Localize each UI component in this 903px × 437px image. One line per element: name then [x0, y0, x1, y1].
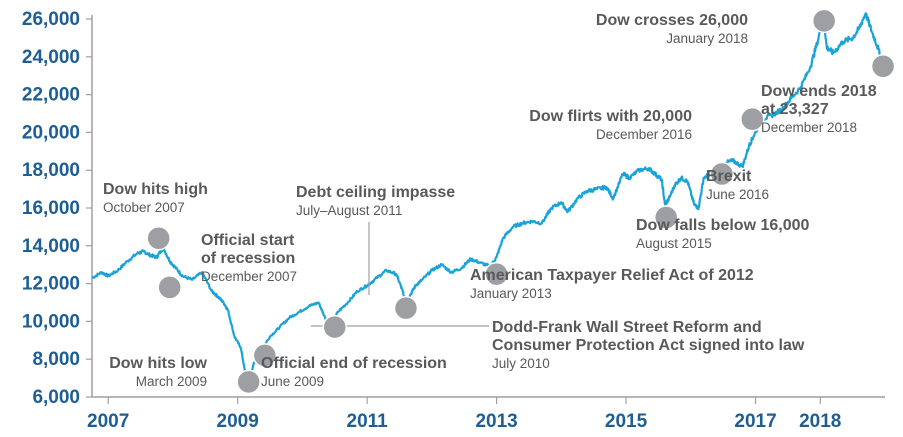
annotation-title: Dow hits high — [103, 181, 208, 198]
event-marker — [709, 161, 735, 187]
event-marker — [322, 314, 348, 340]
annotation-title: Dow ends 2018 — [761, 83, 877, 100]
annotation-title: Consumer Protection Act signed into law — [492, 337, 805, 354]
annotation-date: June 2016 — [706, 187, 769, 202]
annotation-title: Dodd-Frank Wall Street Reform and — [492, 319, 762, 336]
annotation-date: December 2016 — [596, 127, 692, 142]
y-tick-label: 20,000 — [22, 122, 80, 143]
event-marker — [393, 295, 419, 321]
x-tick-label: 2009 — [217, 411, 259, 432]
annotation-title: Dow falls below 16,000 — [636, 217, 810, 234]
annotation-title: of recession — [201, 250, 295, 267]
annotation-title: at 23,327 — [761, 101, 829, 118]
annotation-title: American Taxpayer Relief Act of 2012 — [470, 267, 754, 284]
annotation-date: August 2015 — [636, 236, 712, 251]
event-marker — [870, 54, 896, 79]
x-tick-label: 2017 — [734, 411, 776, 432]
y-tick-label: 12,000 — [22, 274, 80, 295]
annotation-date: July 2010 — [492, 356, 550, 371]
event-marker — [146, 225, 171, 251]
annotation-title: Dow hits low — [109, 355, 207, 372]
y-tick-label: 26,000 — [22, 9, 80, 30]
annotation-date: July–August 2011 — [296, 203, 402, 218]
annotation-date: June 2009 — [261, 374, 324, 389]
annotation-date: December 2007 — [201, 269, 297, 284]
annotation-title: Dow crosses 26,000 — [596, 12, 748, 29]
event-marker — [484, 261, 509, 287]
annotation-title: Official end of recession — [261, 355, 447, 372]
annotation-date: January 2013 — [470, 286, 552, 301]
x-tick-label: 2018 — [799, 411, 841, 432]
x-tick-label: 2011 — [347, 411, 389, 432]
x-tick-label: 2013 — [475, 411, 517, 432]
annotation-date: January 2018 — [666, 31, 748, 46]
x-tick-label: 2007 — [87, 411, 129, 432]
annotation-title: Debt ceiling impasse — [296, 184, 455, 201]
annotation-date: March 2009 — [136, 374, 207, 389]
dow-series-line — [91, 12, 885, 387]
annotation-date: December 2018 — [761, 120, 857, 135]
event-marker — [740, 106, 765, 132]
y-tick-label: 22,000 — [22, 85, 80, 106]
y-tick-label: 14,000 — [22, 236, 80, 257]
annotation-date: October 2007 — [103, 200, 185, 215]
y-tick-label: 16,000 — [22, 198, 80, 219]
x-tick-label: 2015 — [605, 411, 648, 432]
y-tick-label: 8,000 — [32, 349, 80, 370]
y-tick-label: 6,000 — [32, 387, 80, 408]
event-marker — [157, 275, 182, 300]
annotation-title: Official start — [201, 232, 295, 249]
event-marker — [252, 343, 278, 368]
annotation-title: Brexit — [706, 168, 752, 185]
event-marker — [811, 8, 837, 34]
y-tick-label: 24,000 — [22, 47, 80, 68]
event-marker — [653, 205, 679, 230]
event-marker — [236, 369, 261, 395]
y-tick-label: 18,000 — [22, 160, 80, 181]
y-tick-label: 10,000 — [22, 311, 80, 332]
annotation-title: Dow flirts with 20,000 — [529, 108, 692, 125]
